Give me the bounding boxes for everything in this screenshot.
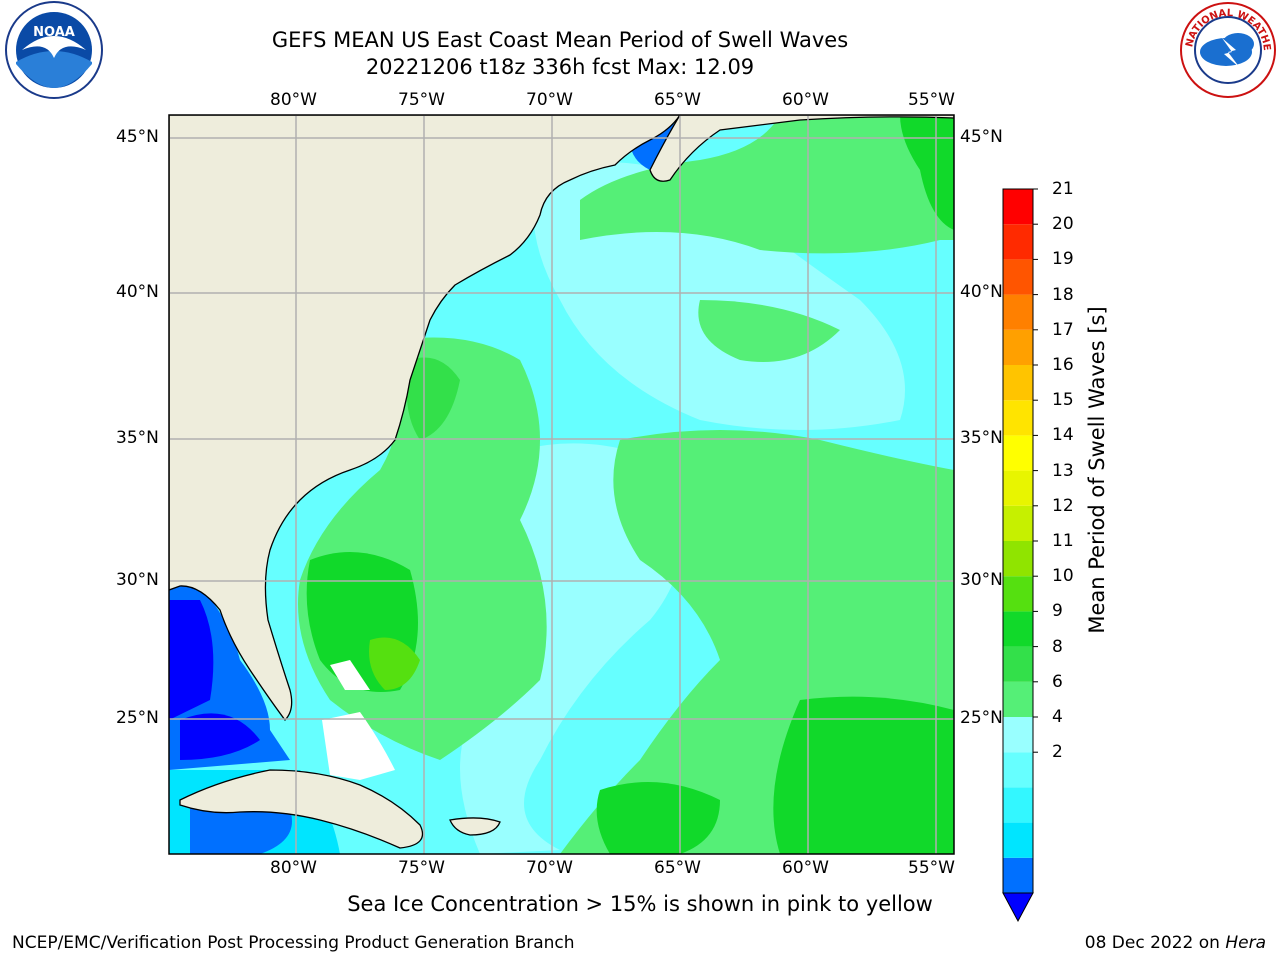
colorbar-tick-label: 6 [1052, 671, 1063, 692]
lon-label-top: 55°W [908, 90, 955, 110]
swell-band-9-10 [698, 300, 840, 362]
masked-area [330, 660, 370, 690]
map-frame [168, 114, 955, 855]
colorbar-segment [1003, 717, 1033, 753]
lon-label-top: 60°W [782, 90, 829, 110]
colorbar-tick-label: 15 [1052, 390, 1074, 411]
run-host: Hera [1225, 933, 1266, 953]
chart-subtitle: 20221206 t18z 336h fcst Max: 12.09 [365, 55, 755, 79]
lat-label-left: 35°N [116, 428, 159, 448]
map-graticule [169, 115, 954, 854]
lat-label-right: 35°N [960, 428, 1003, 448]
land-cuba [179, 769, 424, 849]
colorbar-tick-label: 10 [1052, 566, 1074, 587]
run-date: 08 Dec 2022 on Hera [1085, 932, 1266, 954]
lat-label-left: 45°N [116, 127, 159, 147]
colorbar-segment [1003, 541, 1033, 577]
colorbar-segment [1003, 400, 1033, 436]
lat-label-right: 45°N [960, 127, 1003, 147]
colorbar-segment [1003, 505, 1033, 541]
colorbar-segment [1003, 611, 1033, 647]
colorbar-segment [1003, 189, 1033, 225]
lat-label-left: 30°N [116, 570, 159, 590]
lon-label-top: 70°W [526, 90, 573, 110]
colorbar-tick-label: 16 [1052, 355, 1074, 375]
noaa-logo: NOAA [2, 0, 106, 104]
lon-label-bottom: 60°W [782, 858, 829, 878]
lon-label-bottom: 65°W [654, 858, 701, 878]
swell-band-10-11 [900, 115, 954, 230]
swell-band-under-2 [169, 600, 214, 720]
lon-label-top: 75°W [398, 90, 445, 110]
colorbar-tick-label: 8 [1052, 636, 1063, 657]
noaa-logo-text: NOAA [33, 25, 75, 40]
masked-area [322, 712, 395, 780]
producer-credit: NCEP/EMC/Verification Post Processing Pr… [12, 933, 575, 953]
lat-label-right: 40°N [960, 282, 1003, 302]
colorbar-segment [1003, 224, 1033, 260]
colorbar-segment [1003, 259, 1033, 295]
sea-ice-note: Sea Ice Concentration > 15% is shown in … [347, 892, 933, 916]
lon-label-bottom: 75°W [398, 858, 445, 878]
colorbar [1002, 188, 1038, 923]
lon-label-top: 80°W [270, 90, 317, 110]
swell-band-9-10 [580, 115, 954, 254]
colorbar-segment [1003, 576, 1033, 612]
colorbar-tick-label: 17 [1052, 319, 1074, 340]
colorbar-tick-label: 14 [1052, 425, 1074, 446]
lat-label-right: 25°N [960, 708, 1003, 728]
swell-band-10-11 [596, 782, 720, 854]
lon-label-top: 65°W [654, 90, 701, 110]
colorbar-segment [1003, 435, 1033, 471]
swell-band-11-12 [369, 637, 420, 690]
lon-label-bottom: 55°W [908, 858, 955, 878]
colorbar-tick-label: 4 [1052, 707, 1063, 727]
colorbar-tick-label: 9 [1052, 601, 1063, 622]
swell-band-10-11 [406, 357, 460, 440]
colorbar-segment [1003, 646, 1033, 682]
colorbar-segment [1003, 329, 1033, 365]
colorbar-tick-label: 19 [1052, 249, 1074, 270]
lat-label-left: 25°N [116, 708, 159, 728]
colorbar-tick-label: 11 [1052, 531, 1074, 551]
land-hispaniola [449, 817, 501, 836]
colorbar-tick-label: 20 [1052, 214, 1074, 235]
colorbar-segment [1003, 294, 1033, 330]
lon-label-bottom: 80°W [270, 858, 317, 878]
lon-label-bottom: 70°W [526, 858, 573, 878]
nws-logo: NATIONAL WEATHER SERVICE [1174, 0, 1278, 104]
colorbar-segment [1003, 470, 1033, 506]
chart-title: GEFS MEAN US East Coast Mean Period of S… [271, 28, 849, 52]
colorbar-tick-label: 2 [1052, 742, 1063, 763]
colorbar-segment [1003, 681, 1033, 717]
colorbar-segment [1003, 365, 1033, 401]
swell-band-under-2 [180, 713, 260, 760]
swell-band-10-11 [773, 696, 954, 854]
colorbar-tick-label: 21 [1052, 179, 1074, 199]
run-date-text: 08 Dec 2022 on [1084, 933, 1220, 953]
colorbar-tick-label: 12 [1052, 495, 1074, 516]
colorbar-segment [1003, 822, 1033, 858]
colorbar-segment [1003, 787, 1033, 823]
colorbar-segment [1003, 857, 1033, 893]
colorbar-tick-label: 13 [1052, 460, 1074, 481]
lat-label-left: 40°N [116, 282, 159, 302]
colorbar-title: Mean Period of Swell Waves [s] [1085, 306, 1109, 634]
colorbar-tick-label: 18 [1052, 284, 1074, 305]
colorbar-segment [1003, 752, 1033, 788]
lat-label-right: 30°N [960, 570, 1003, 590]
